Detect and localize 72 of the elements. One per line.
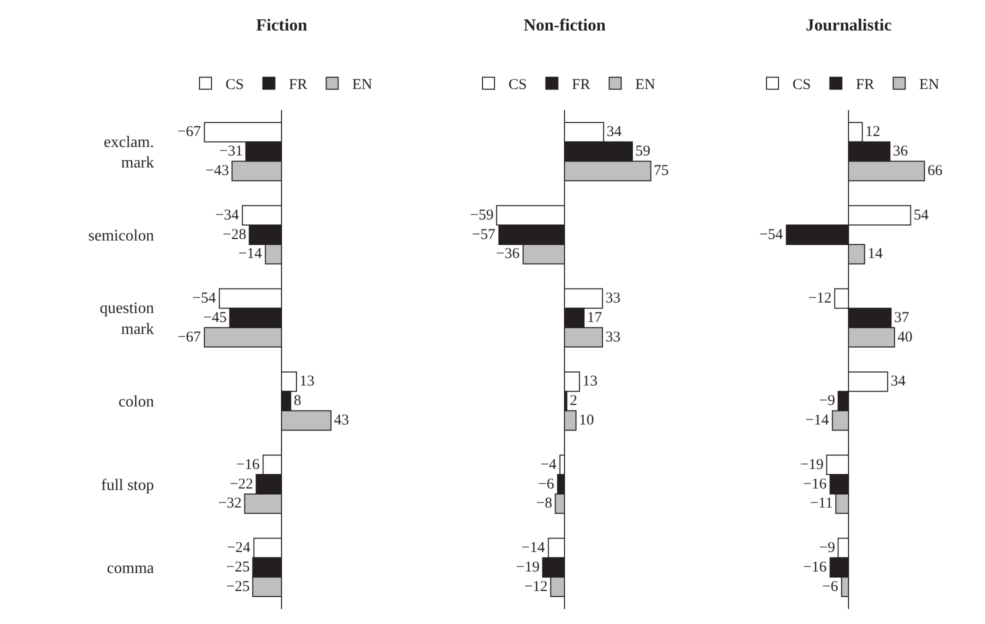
data-label: 13 (299, 374, 314, 390)
data-label: −11 (810, 496, 832, 512)
data-label: −28 (222, 226, 246, 243)
y-tick-label: colon (118, 394, 154, 411)
data-label: 34 (606, 124, 622, 140)
data-label: −19 (516, 559, 540, 576)
data-label: 33 (606, 290, 621, 307)
data-label: −14 (522, 540, 546, 556)
legend-label: CS (226, 77, 244, 94)
data-label: 2 (570, 393, 578, 410)
data-label: −57 (472, 226, 496, 243)
data-label: −25 (226, 559, 250, 576)
y-tick-label: full stop (101, 476, 154, 494)
data-label: 59 (636, 144, 651, 160)
data-label: 10 (579, 412, 594, 428)
data-label: −67 (177, 329, 202, 346)
data-label: 40 (897, 329, 912, 346)
y-tick-label: exclam. mark (104, 134, 154, 172)
data-label: −9 (818, 393, 835, 410)
chart-title: Journalistic (805, 16, 892, 35)
data-label: −36 (496, 246, 520, 262)
data-label: 37 (894, 310, 910, 326)
data-label: −19 (800, 456, 824, 473)
data-label: −14 (238, 246, 262, 262)
data-label: −31 (219, 144, 243, 160)
data-label: −45 (203, 310, 227, 326)
data-label: −16 (802, 559, 827, 576)
data-label: 33 (606, 329, 621, 346)
data-label: −34 (215, 207, 240, 224)
data-label: 12 (864, 124, 880, 140)
legend-label: EN (636, 77, 656, 94)
data-label: 36 (892, 144, 908, 160)
legend-label: FR (856, 77, 874, 94)
data-label: −43 (206, 162, 230, 179)
data-label: −6 (538, 476, 555, 492)
data-label: −8 (536, 496, 553, 512)
data-label: −22 (230, 476, 254, 492)
data-label: −59 (470, 207, 494, 224)
data-label: −14 (805, 412, 830, 428)
legend-label: CS (508, 77, 528, 94)
data-label: −32 (218, 496, 242, 512)
data-label: 14 (867, 246, 883, 262)
y-tick-label: comma (106, 560, 154, 578)
data-label: −12 (808, 290, 832, 307)
data-label: 13 (582, 374, 598, 390)
data-label: −16 (236, 456, 260, 473)
data-label: 17 (587, 310, 603, 326)
y-tick-label: semicolon (88, 227, 154, 244)
data-label: −67 (177, 124, 202, 140)
legend-label: EN (918, 77, 940, 94)
data-label: 75 (654, 162, 670, 179)
legend-label: FR (288, 77, 308, 94)
data-label: −4 (540, 456, 558, 473)
data-label: 66 (927, 162, 943, 179)
data-label: −54 (759, 226, 784, 243)
data-label: 34 (890, 374, 906, 390)
data-label: 43 (334, 412, 349, 428)
legend-label: CS (792, 77, 811, 94)
y-tick-label: question mark (100, 300, 154, 338)
data-label: 54 (913, 207, 929, 224)
chart-title: Non-fiction (524, 16, 607, 35)
data-label: −54 (192, 290, 216, 307)
data-label: −25 (226, 578, 250, 595)
legend-label: EN (352, 77, 372, 94)
data-label: −6 (822, 578, 838, 595)
data-label: 8 (294, 393, 302, 410)
data-label: −12 (524, 578, 548, 595)
data-label: −9 (818, 540, 835, 556)
data-label: −16 (802, 476, 827, 492)
data-label: −24 (226, 540, 251, 556)
chart-title: Fiction (256, 16, 308, 35)
legend-label: FR (572, 77, 591, 94)
